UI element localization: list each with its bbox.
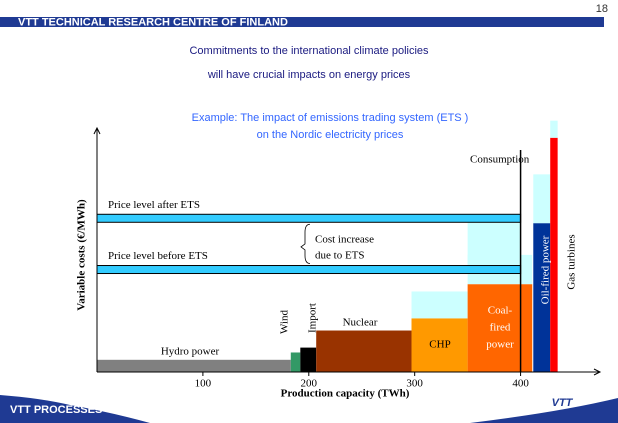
block-label: Coal- xyxy=(488,305,513,317)
y-axis-label: Variable costs (€/MWh) xyxy=(76,199,88,311)
page-number: 18 xyxy=(596,3,608,15)
block xyxy=(290,352,301,372)
x-axis-label: Production capacity (TWh) xyxy=(281,388,410,400)
price-label: Price level before ETS xyxy=(108,250,208,262)
x-tick-label: 100 xyxy=(195,378,212,390)
block-increase xyxy=(533,174,551,224)
block xyxy=(97,359,291,372)
block xyxy=(533,223,551,372)
y-arrow xyxy=(93,126,101,135)
x-arrow xyxy=(593,368,602,376)
org-name: VTT TECHNICAL RESEARCH CENTRE OF FINLAND xyxy=(18,16,288,28)
block xyxy=(550,137,558,372)
price-line xyxy=(96,213,522,223)
annotation: Cost increase xyxy=(315,234,374,246)
block-increase xyxy=(550,120,558,138)
block-label: power xyxy=(486,339,514,351)
block-increase xyxy=(411,291,468,319)
footer-shape xyxy=(0,395,150,423)
title-line: Commitments to the international climate… xyxy=(189,45,429,57)
block-label: Oil-fired power xyxy=(540,235,552,304)
x-tick-label: 200 xyxy=(301,378,318,390)
title-line: will have crucial impacts on energy pric… xyxy=(207,69,411,81)
bracket xyxy=(300,223,311,264)
subtitle-line: Example: The impact of emissions trading… xyxy=(192,112,469,124)
block-label: CHP xyxy=(429,339,450,351)
block xyxy=(467,284,533,372)
block-label: fired xyxy=(490,322,511,334)
block xyxy=(316,330,412,372)
consumption-label: Consumption xyxy=(470,154,530,166)
header-bar xyxy=(0,17,604,27)
block xyxy=(411,318,468,372)
block-label: Wind xyxy=(279,310,291,334)
footer-swoosh xyxy=(470,398,618,423)
logo: VTT xyxy=(552,397,574,409)
block xyxy=(300,347,317,372)
x-tick-label: 400 xyxy=(512,378,529,390)
block-label: Import xyxy=(307,303,319,333)
block-label: Nuclear xyxy=(343,317,378,329)
chart: Price level after ETS Price level before … xyxy=(76,120,602,400)
footer-text: VTT PROCESSES xyxy=(10,404,102,416)
price-line xyxy=(96,265,522,275)
block-label: Gas turbines xyxy=(566,234,578,289)
x-tick-label: 300 xyxy=(406,378,423,390)
annotation: due to ETS xyxy=(315,250,365,262)
subtitle-line: on the Nordic electricity prices xyxy=(257,129,404,141)
block-label: Hydro power xyxy=(161,346,220,358)
price-label: Price level after ETS xyxy=(108,199,200,211)
